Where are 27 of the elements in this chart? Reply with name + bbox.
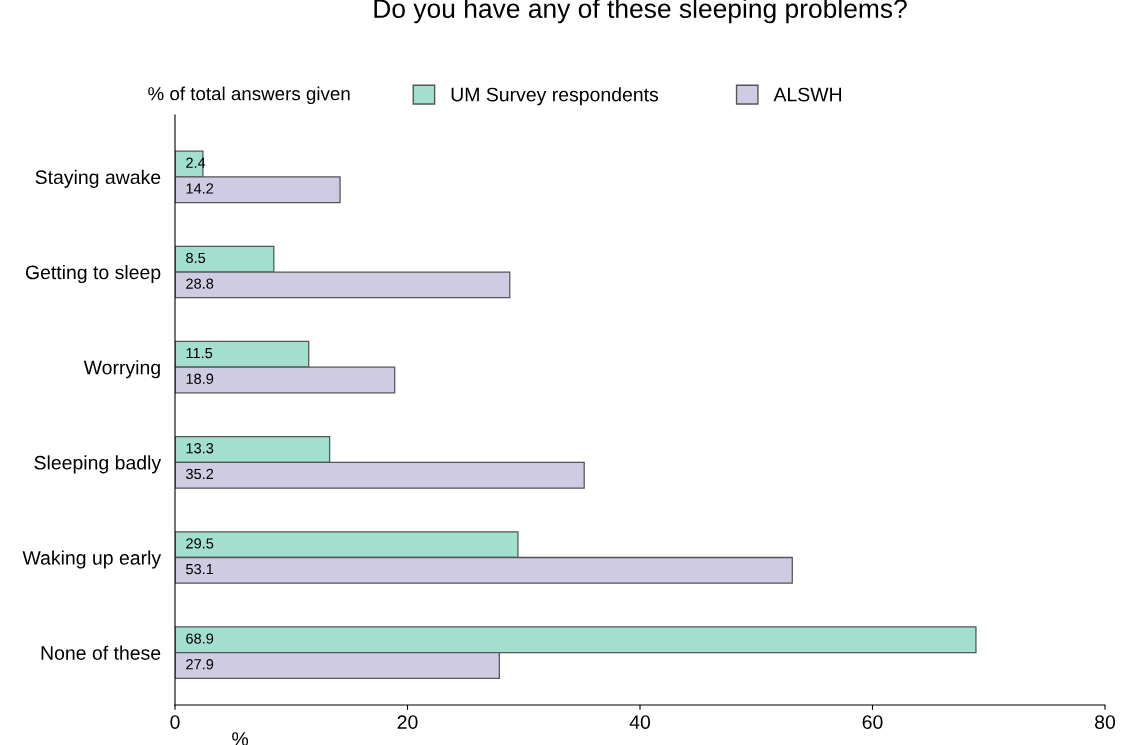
data-label: 53.1 <box>186 563 214 575</box>
data-label: 2.4 <box>186 157 206 168</box>
x-tick-label: 0 <box>170 715 180 729</box>
data-label: 28.8 <box>186 278 214 289</box>
data-label: 29.5 <box>186 538 214 549</box>
data-label: 27.9 <box>186 659 214 670</box>
y-tick-label: Worrying <box>83 360 160 379</box>
legend-title: % of total answers given <box>148 86 350 105</box>
legend-label: UM Survey respondents <box>451 87 659 106</box>
legend-label: ALSWH <box>773 87 842 102</box>
data-label: 14.2 <box>186 183 214 194</box>
data-label: 35.2 <box>186 468 214 480</box>
data-label: 11.5 <box>186 348 213 359</box>
data-label: 8.5 <box>186 252 206 264</box>
x-tick-label: 40 <box>629 715 651 729</box>
y-tick-label: Waking up early <box>22 550 162 569</box>
y-tick-label: Sleeping badly <box>34 455 162 474</box>
data-label: 13.3 <box>186 443 214 454</box>
data-label: 18.9 <box>186 373 214 384</box>
y-tick-label: None of these <box>41 645 161 660</box>
x-tick-label: 60 <box>862 715 883 729</box>
data-label: 68.9 <box>186 633 214 644</box>
y-tick-label: Staying awake <box>35 169 161 188</box>
y-tick-label: Getting to sleep <box>25 264 161 284</box>
x-axis-title: % <box>232 732 249 745</box>
x-tick-label: 20 <box>397 715 418 729</box>
x-tick-label: 80 <box>1095 715 1116 729</box>
